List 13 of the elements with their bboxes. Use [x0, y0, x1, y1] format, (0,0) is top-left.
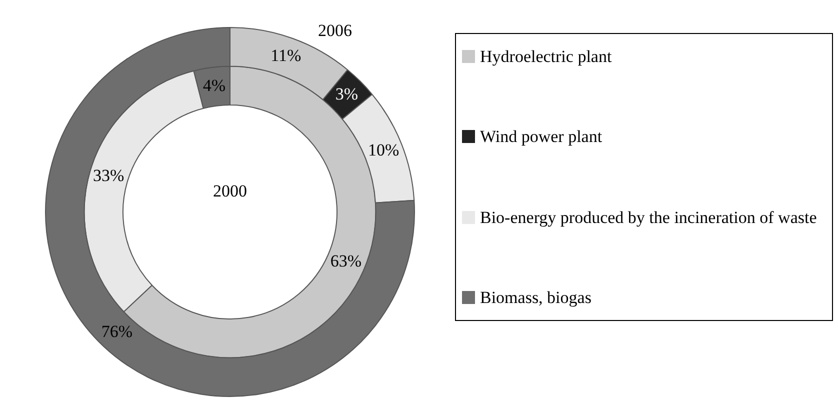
data-label: 10% [368, 140, 400, 160]
legend-label: Hydroelectric plant [480, 46, 612, 67]
data-label: 63% [330, 252, 362, 271]
slice-label: 2006 [318, 20, 352, 40]
slice-label: 2000 [213, 181, 247, 200]
legend-label: Wind power plant [480, 126, 602, 148]
legend-label: Bio-energy produced by the incineration of waste [480, 206, 817, 228]
data-label: 33% [93, 166, 124, 186]
legend-label: Biomass, biogas [480, 286, 592, 308]
data-label: 76% [101, 322, 133, 341]
data-label: 3% [335, 84, 358, 104]
data-label: 4% [202, 76, 226, 96]
data-label: 11% [270, 46, 302, 66]
